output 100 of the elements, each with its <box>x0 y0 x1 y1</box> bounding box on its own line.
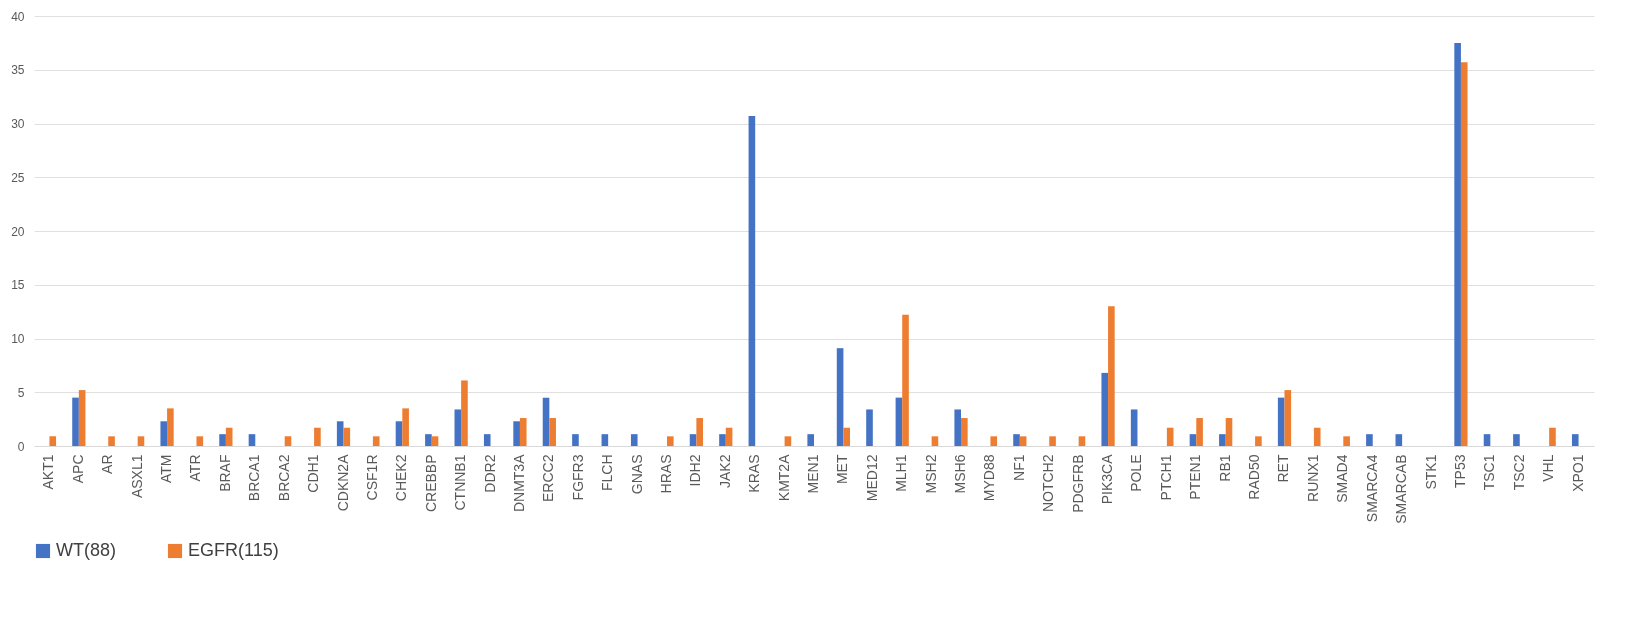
x-tick-label: PIK3CA <box>1099 453 1116 505</box>
bar <box>108 436 115 446</box>
x-tick-label: AKT1 <box>40 454 57 490</box>
x-tick-label: CDKN2A <box>334 453 351 512</box>
x-tick-label: PDGFRB <box>1069 454 1086 513</box>
bar <box>895 397 903 446</box>
x-tick-label: ERCC2 <box>540 454 557 502</box>
bar <box>1366 434 1373 446</box>
legend-label: EGFR(115) <box>188 540 279 560</box>
x-tick-label: ATR <box>187 454 204 482</box>
bar <box>1549 427 1556 446</box>
x-tick-label: NF1 <box>1010 454 1027 481</box>
bar <box>1343 436 1350 446</box>
bar <box>931 436 939 446</box>
x-tick-label: RET <box>1275 454 1292 483</box>
x-tick-label: CTNNB1 <box>452 454 469 511</box>
y-tick-label: 15 <box>11 278 25 293</box>
bar <box>519 418 527 446</box>
bar <box>1196 418 1203 446</box>
bar <box>72 397 79 446</box>
x-tick-label: GNAS <box>628 454 645 495</box>
bar <box>1130 409 1138 446</box>
y-tick-label: 20 <box>11 224 25 239</box>
bar <box>1395 434 1403 446</box>
x-tick-label: VHL <box>1540 454 1557 482</box>
y-tick-label: 5 <box>17 385 25 400</box>
bar <box>1049 436 1056 446</box>
bar <box>1225 418 1233 446</box>
bar <box>402 408 409 446</box>
x-tick-label: RB1 <box>1216 454 1233 482</box>
bar <box>431 436 439 446</box>
bar <box>461 380 468 446</box>
x-tick-label: JAK2 <box>716 454 733 488</box>
bar <box>807 434 814 446</box>
bar <box>454 409 462 446</box>
x-tick-label: CHEK2 <box>393 454 410 502</box>
y-tick-label: 30 <box>11 117 25 131</box>
x-tick-label: NOTCH2 <box>1040 454 1057 513</box>
x-tick-label: RAD50 <box>1246 454 1263 500</box>
y-tick-label: 35 <box>11 63 25 78</box>
bar <box>1019 436 1027 446</box>
x-tick-label: BRCA2 <box>275 454 292 502</box>
bar <box>843 427 851 446</box>
x-tick-label: SMARCA4 <box>1363 454 1380 523</box>
bar <box>248 434 256 446</box>
y-tick-label: 40 <box>11 9 25 24</box>
x-tick-label: TSC2 <box>1510 454 1527 491</box>
bar <box>372 436 380 446</box>
bar <box>542 397 550 446</box>
bar <box>1189 434 1197 446</box>
x-tick-label: MLH1 <box>893 454 910 492</box>
x-tick-label: ASXL1 <box>128 454 145 499</box>
y-tick-label: 25 <box>11 170 25 185</box>
x-tick-label: DNMT3A <box>510 453 527 513</box>
x-tick-label: PTCH1 <box>1157 454 1174 501</box>
bar <box>719 434 726 446</box>
x-tick-label: SMAD4 <box>1334 454 1351 503</box>
x-tick-label: MET <box>834 454 851 485</box>
x-tick-label: FLCH <box>599 454 616 492</box>
bar <box>990 436 998 446</box>
bar <box>167 408 174 446</box>
bar <box>1513 434 1520 446</box>
x-tick-label: APC <box>69 454 86 484</box>
bar <box>784 436 792 446</box>
x-tick-label: MSH6 <box>952 454 969 494</box>
x-tick-label: CDH1 <box>305 454 322 493</box>
bar <box>1078 436 1086 446</box>
bar <box>284 436 292 446</box>
y-tick-label: 10 <box>11 332 25 346</box>
bar <box>425 434 432 446</box>
bar <box>666 436 674 446</box>
x-tick-label: POLE <box>1128 454 1145 492</box>
x-tick-label: HRAS <box>657 454 674 494</box>
x-tick-label: MSH2 <box>922 454 939 494</box>
bar <box>689 434 697 446</box>
x-tick-label: KMT2A <box>775 453 792 502</box>
bar <box>49 436 57 446</box>
y-tick-label: 0 <box>17 439 25 454</box>
x-tick-label: TSC1 <box>1481 454 1498 491</box>
x-tick-label: SMARCAB <box>1393 454 1410 524</box>
x-tick-label: BRCA1 <box>246 454 263 502</box>
bar <box>395 421 403 446</box>
bar <box>1013 434 1020 446</box>
bar <box>1277 397 1285 446</box>
x-tick-label: ATM <box>158 454 175 484</box>
bar <box>1460 62 1468 446</box>
legend-label: WT(88) <box>56 540 116 560</box>
bar <box>78 390 86 446</box>
x-tick-label: TP53 <box>1451 454 1468 488</box>
x-tick-label: MEN1 <box>805 454 821 494</box>
bar <box>549 418 556 446</box>
x-tick-label: MYD88 <box>981 454 998 502</box>
bar <box>1483 434 1491 446</box>
x-tick-label: XPO1 <box>1569 454 1586 492</box>
bar <box>696 418 703 446</box>
bar <box>219 434 226 446</box>
bar <box>1219 434 1226 446</box>
bar <box>866 409 873 446</box>
bar <box>1313 427 1321 446</box>
x-tick-label: IDH2 <box>687 454 704 487</box>
